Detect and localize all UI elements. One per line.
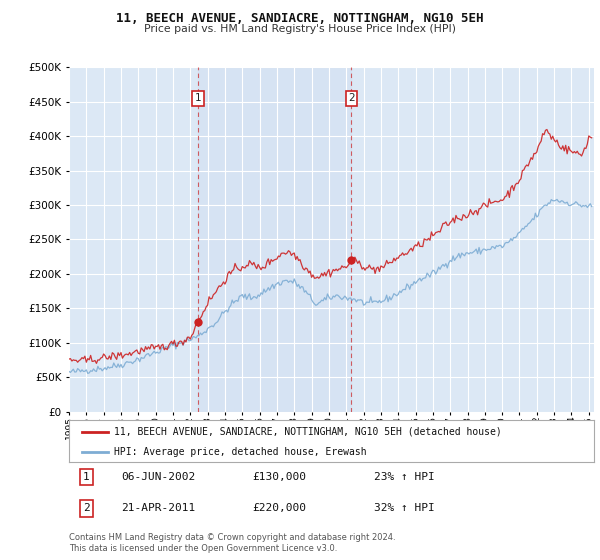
Text: 1: 1	[194, 93, 201, 103]
Text: Contains HM Land Registry data © Crown copyright and database right 2024.
This d: Contains HM Land Registry data © Crown c…	[69, 533, 395, 553]
Text: £130,000: £130,000	[253, 472, 307, 482]
Bar	[198, 67, 352, 412]
Text: 2: 2	[83, 503, 90, 514]
Text: 21-APR-2011: 21-APR-2011	[121, 503, 196, 514]
Text: 11, BEECH AVENUE, SANDIACRE, NOTTINGHAM, NG10 5EH (detached house): 11, BEECH AVENUE, SANDIACRE, NOTTINGHAM,…	[113, 427, 502, 437]
Text: £220,000: £220,000	[253, 503, 307, 514]
Text: 11, BEECH AVENUE, SANDIACRE, NOTTINGHAM, NG10 5EH: 11, BEECH AVENUE, SANDIACRE, NOTTINGHAM,…	[116, 12, 484, 25]
Text: 2: 2	[348, 93, 355, 103]
Text: 32% ↑ HPI: 32% ↑ HPI	[373, 503, 434, 514]
Text: 06-JUN-2002: 06-JUN-2002	[121, 472, 196, 482]
Text: Price paid vs. HM Land Registry's House Price Index (HPI): Price paid vs. HM Land Registry's House …	[144, 24, 456, 34]
Text: HPI: Average price, detached house, Erewash: HPI: Average price, detached house, Erew…	[113, 447, 366, 457]
Text: 23% ↑ HPI: 23% ↑ HPI	[373, 472, 434, 482]
Text: 1: 1	[83, 472, 90, 482]
